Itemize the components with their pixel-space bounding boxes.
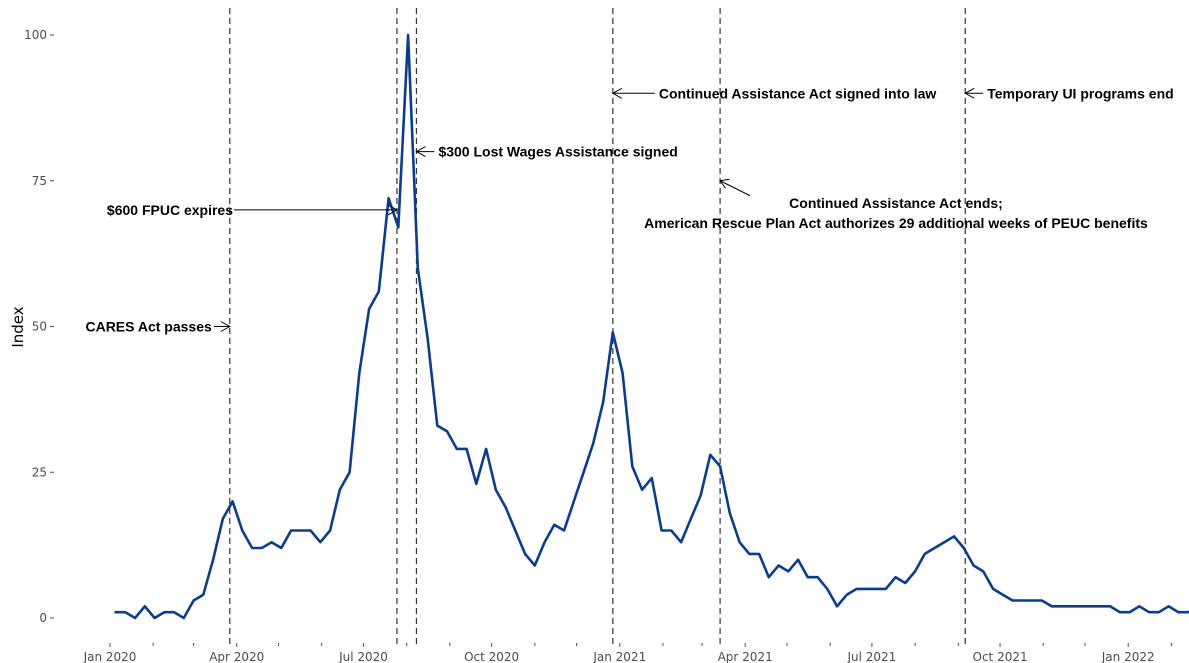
x-tick-label: Oct 2020 [464,650,519,663]
x-tick-label: Oct 2021 [973,650,1028,663]
y-tick-label: 75 [32,174,47,188]
y-tick-label: 100 [24,28,47,42]
arrowhead [611,87,623,99]
event-label: $300 Lost Wages Assistance signed [438,144,677,160]
x-tick-label: Apr 2020 [209,650,264,663]
event-annotations: CARES Act passes $600 FPUC expires $300 Lo… [85,85,1173,334]
x-tick-label: Jan 2020 [83,650,137,663]
arrowhead [220,321,231,332]
x-tick-label: Apr 2021 [718,650,773,663]
event-markers [229,8,966,645]
y-tick-label: 0 [39,611,47,625]
arrowhead [719,178,730,189]
event-label-line: Continued Assistance Act ends; [789,195,1003,211]
x-tick-label: Jan 2022 [1101,650,1155,663]
arrowhead [964,87,975,99]
series-group [114,33,1189,620]
event-label: CARES Act passes [85,319,212,335]
x-tick-label: Jul 2021 [846,650,896,663]
y-tick-label: 25 [32,465,47,479]
event-label: Continued Assistance Act signed into law [659,85,937,101]
y-tick-label: 50 [32,320,47,334]
y-axis: 0 25 50 75 100 [24,28,54,625]
y-axis-title: Index [9,306,27,347]
event-label-line: American Rescue Plan Act authorizes 29 a… [644,215,1148,231]
event-label: $600 FPUC expires [107,202,233,218]
x-tick-label: Jul 2020 [338,650,388,663]
x-tick-label: Jan 2021 [592,650,646,663]
event-label: Temporary UI programs end [987,85,1173,101]
x-axis: Jan 2020 Apr 2020 Jul 2020 Oct 2020 Jan 2021… [83,643,1172,663]
series-line [114,33,1189,620]
arrow-shaft [719,180,751,197]
arrowhead [387,204,398,216]
arrowhead [415,146,426,158]
